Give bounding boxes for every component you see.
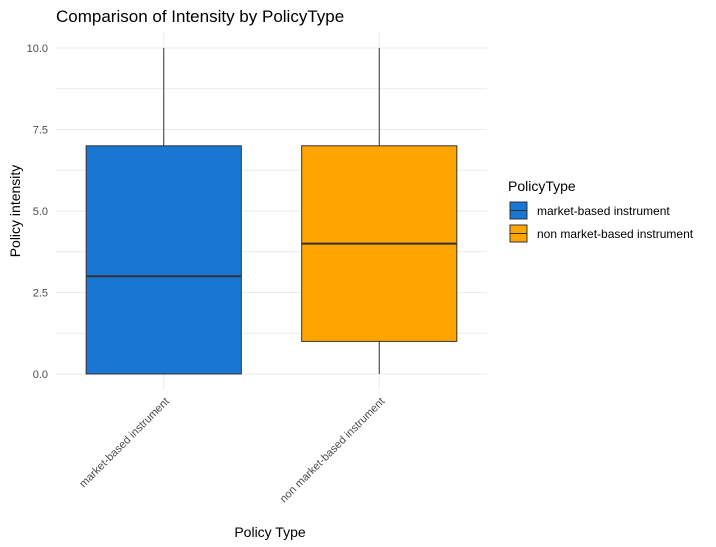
legend-item-1: market-based instrument bbox=[509, 201, 670, 220]
y-tick-label: 0.0 bbox=[33, 369, 48, 381]
y-axis-ticks: 0.0 2.5 5.0 7.5 10.0 bbox=[27, 43, 48, 381]
y-axis-title: Policy intensity bbox=[7, 165, 23, 258]
y-tick-label: 5.0 bbox=[33, 206, 48, 218]
legend-label: non market-based instrument bbox=[537, 227, 694, 241]
x-tick-label: non market-based instrument bbox=[278, 396, 388, 506]
x-tick-label: market-based instrument bbox=[77, 396, 172, 491]
boxes bbox=[85, 48, 458, 375]
box-1 bbox=[85, 48, 242, 375]
legend-label: market-based instrument bbox=[537, 204, 670, 218]
legend-item-2: non market-based instrument bbox=[509, 224, 694, 243]
box-rect bbox=[85, 145, 242, 375]
x-axis-title: Policy Type bbox=[234, 524, 306, 540]
box-2 bbox=[301, 48, 458, 374]
legend-title: PolicyType bbox=[508, 178, 576, 194]
y-tick-label: 2.5 bbox=[33, 288, 48, 300]
y-tick-label: 10.0 bbox=[27, 43, 48, 55]
chart-title: Comparison of Intensity by PolicyType bbox=[56, 7, 344, 26]
y-tick-label: 7.5 bbox=[33, 125, 48, 137]
x-axis-ticks: market-based instrument non market-based … bbox=[77, 396, 387, 506]
legend: PolicyType market-based instrument non ma… bbox=[508, 178, 694, 243]
